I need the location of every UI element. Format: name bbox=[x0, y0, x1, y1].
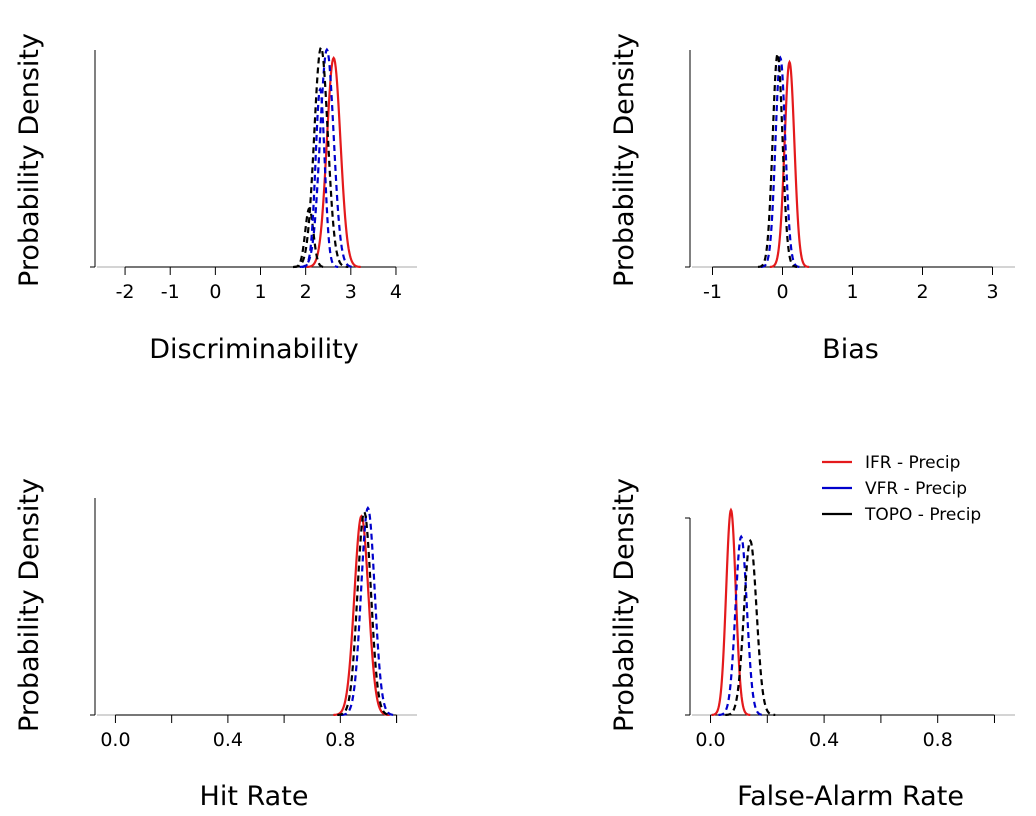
x-tick-label: 0.4 bbox=[213, 729, 243, 751]
density-curve bbox=[306, 55, 361, 269]
density-curve bbox=[718, 534, 764, 717]
density-curve bbox=[757, 51, 798, 269]
density-curve bbox=[299, 47, 355, 269]
x-tick-label: -1 bbox=[703, 281, 722, 303]
x-tick-label: -1 bbox=[161, 281, 180, 303]
x-tick-label: 2 bbox=[916, 281, 928, 303]
density-curve bbox=[760, 55, 801, 269]
x-tick-label: 0.0 bbox=[100, 729, 130, 751]
density-curve bbox=[725, 538, 776, 717]
x-tick-label: 2 bbox=[300, 281, 312, 303]
density-curve bbox=[293, 45, 349, 269]
density-curve bbox=[301, 86, 339, 269]
x-tick-label: 0.8 bbox=[923, 729, 953, 751]
x-axis-label: Discriminability bbox=[149, 334, 358, 365]
legend-label: TOPO - Precip bbox=[864, 505, 981, 525]
density-curve bbox=[769, 59, 810, 269]
density-curve bbox=[333, 514, 390, 717]
panel-2: -1 0 1 2 3 Bias Probability Density bbox=[609, 33, 1015, 365]
x-tick-label: 0 bbox=[776, 281, 788, 303]
x-tick-label: -2 bbox=[116, 281, 135, 303]
panel-3: 0.0 0.4 0.8 Hit Rate Probability Density bbox=[14, 478, 417, 812]
density-curve bbox=[711, 507, 751, 717]
x-tick-label: 1 bbox=[254, 281, 266, 303]
legend-label: IFR - Precip bbox=[865, 453, 960, 473]
density-curve bbox=[292, 207, 326, 269]
y-axis-label: Probability Density bbox=[14, 478, 45, 732]
legend-label: VFR - Precip bbox=[865, 479, 967, 499]
y-axis-label: Probability Density bbox=[609, 33, 640, 287]
x-tick-label: 3 bbox=[345, 281, 357, 303]
x-tick-label: 4 bbox=[390, 281, 402, 303]
x-axis-label: False-Alarm Rate bbox=[737, 781, 964, 812]
x-axis-label: Bias bbox=[822, 334, 879, 365]
x-axis-label: Hit Rate bbox=[200, 781, 309, 812]
x-tick-label: 1 bbox=[846, 281, 858, 303]
x-tick-label: 0.8 bbox=[325, 729, 355, 751]
x-tick-label: 0.0 bbox=[695, 729, 725, 751]
y-axis-label: Probability Density bbox=[14, 33, 45, 287]
density-curve bbox=[337, 510, 392, 717]
density-curve bbox=[340, 505, 395, 717]
panel-4: 0.0 0.4 0.8 False-Alarm Rate Probability Den… bbox=[609, 453, 1015, 812]
x-tick-label: 0 bbox=[209, 281, 221, 303]
x-tick-label: 3 bbox=[986, 281, 998, 303]
y-axis-label: Probability Density bbox=[609, 478, 640, 732]
panel-1: -2 -1 0 1 2 3 4 Discriminability Probability Den… bbox=[14, 33, 417, 365]
x-tick-label: 0.4 bbox=[809, 729, 839, 751]
